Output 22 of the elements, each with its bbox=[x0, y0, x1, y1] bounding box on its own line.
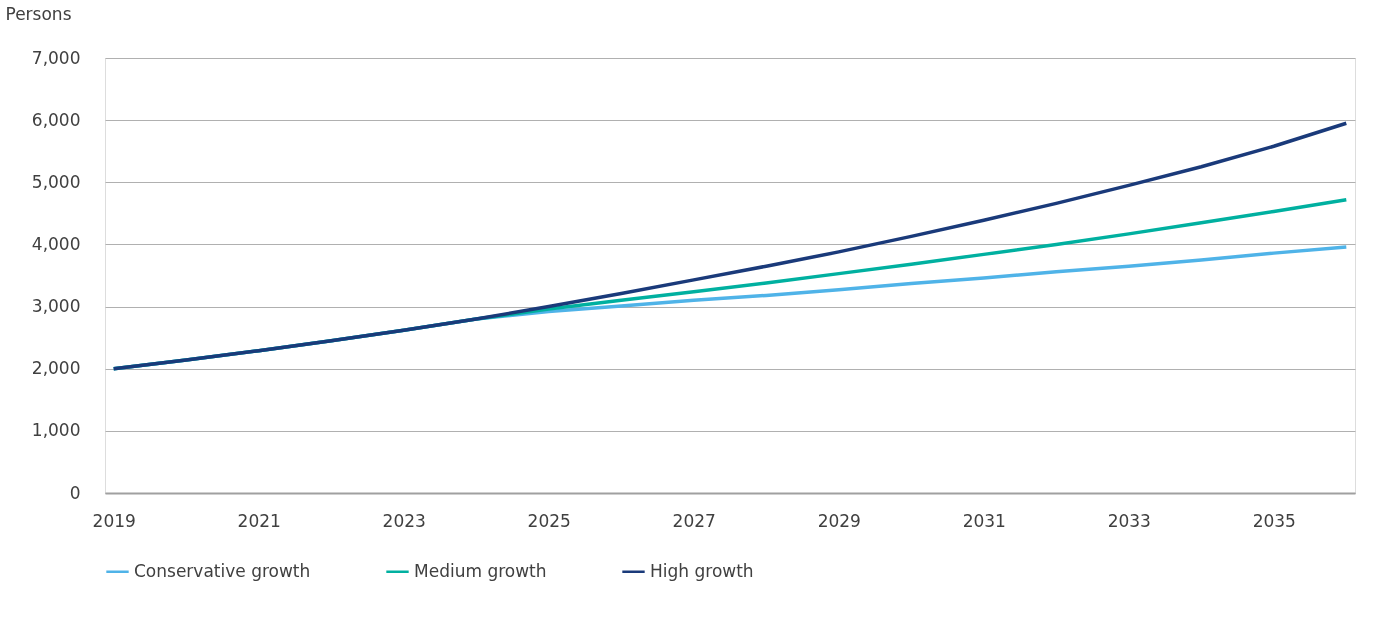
x-tick-label: 2019 bbox=[92, 510, 136, 531]
y-tick-label: 1,000 bbox=[31, 420, 81, 441]
x-tick-label: 2021 bbox=[237, 510, 281, 531]
legend-label: High growth bbox=[650, 560, 754, 581]
x-tick-label: 2027 bbox=[672, 510, 716, 531]
legend-label: Conservative growth bbox=[134, 560, 311, 581]
legend-label: Medium growth bbox=[414, 560, 547, 581]
y-axis-title: Persons bbox=[5, 3, 72, 24]
line-series bbox=[111, 121, 1349, 371]
y-tick-label: 0 bbox=[69, 482, 81, 503]
x-tick-label: 2025 bbox=[527, 510, 571, 531]
x-tick-label: 2031 bbox=[962, 510, 1006, 531]
x-tick-label: 2033 bbox=[1107, 510, 1151, 531]
y-tick-label: 6,000 bbox=[31, 109, 81, 130]
y-tick-label: 2,000 bbox=[31, 358, 81, 379]
y-tick-label: 7,000 bbox=[31, 47, 81, 68]
y-tick-label: 5,000 bbox=[31, 171, 81, 192]
y-tick-label: 4,000 bbox=[31, 233, 81, 254]
x-tick-label: 2035 bbox=[1252, 510, 1296, 531]
x-tick-label: 2023 bbox=[382, 510, 426, 531]
y-tick-label: 3,000 bbox=[31, 296, 81, 317]
x-tick-label: 2029 bbox=[817, 510, 861, 531]
